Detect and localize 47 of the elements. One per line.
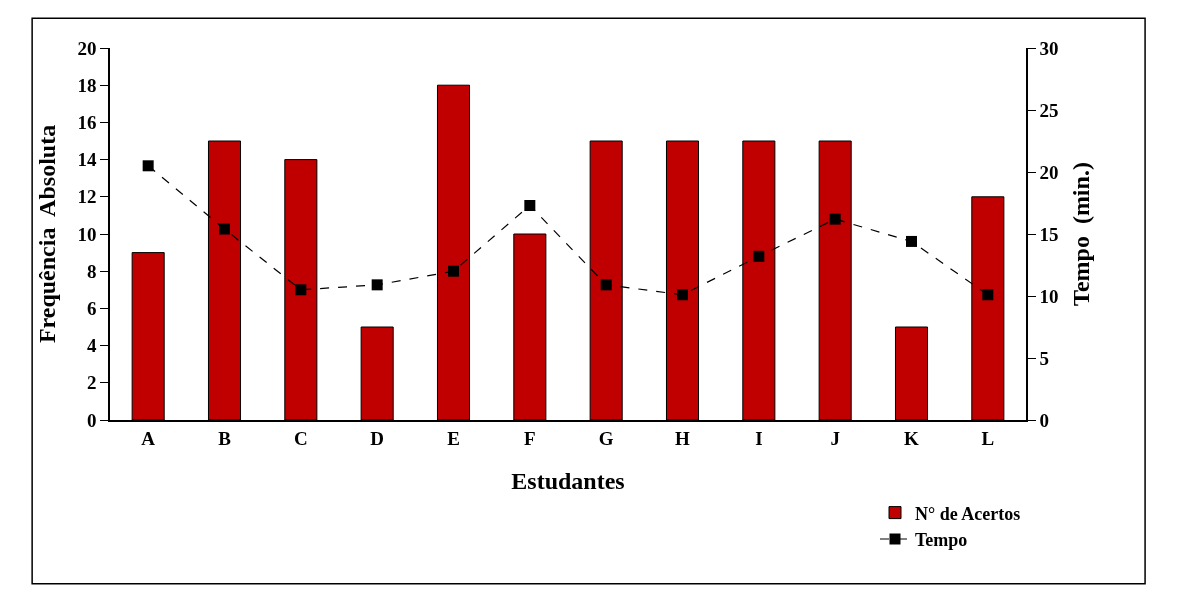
- y2-tick-label: 20: [1039, 161, 1059, 183]
- x-tick-label: F: [524, 427, 536, 449]
- x-tick-label: C: [293, 427, 308, 449]
- point: [982, 289, 994, 301]
- x-tick-label: G: [598, 427, 614, 449]
- legend-label: N° de Acertos: [915, 503, 1021, 524]
- y2-tick-label: 25: [1039, 99, 1059, 121]
- x-tick-label: H: [675, 427, 691, 449]
- y-tick-label: 10: [77, 223, 97, 245]
- point: [906, 235, 917, 247]
- y-tick-label: 20: [77, 37, 97, 59]
- y-tick-label: 18: [77, 74, 97, 96]
- point: [677, 289, 688, 301]
- y2-tick-label: 0: [1039, 409, 1050, 431]
- y-tick-label: 2: [86, 372, 97, 394]
- x-tick-label: K: [904, 427, 920, 449]
- y-tick-label: 6: [86, 298, 97, 320]
- y-tick-label: 16: [77, 112, 97, 134]
- y2-tick-label: 15: [1039, 223, 1059, 245]
- y-tick-label: 8: [86, 260, 97, 282]
- x-tick-label: A: [141, 427, 156, 449]
- y-tick-label: 0: [86, 409, 97, 431]
- x-tick-label: B: [218, 427, 232, 449]
- y-tick-label: 4: [86, 335, 97, 357]
- y2-tick-label: 10: [1039, 285, 1059, 307]
- y-tick-label: 12: [77, 186, 97, 208]
- point: [371, 279, 383, 291]
- legend-label: Tempo: [915, 530, 968, 551]
- x-tick-label: L: [981, 427, 995, 449]
- point: [600, 279, 612, 291]
- point: [295, 284, 307, 296]
- point: [753, 250, 765, 262]
- point: [448, 265, 459, 277]
- y2-tick-label: 30: [1039, 37, 1059, 59]
- x-tick-label: J: [830, 427, 840, 449]
- x-axis-title: Estudantes: [511, 468, 625, 495]
- y2-axis-title: Tempo (min.): [1068, 162, 1095, 306]
- point: [829, 213, 841, 225]
- x-tick-label: D: [370, 427, 385, 449]
- point: [142, 160, 154, 172]
- point: [219, 223, 230, 235]
- point: [524, 199, 536, 211]
- y2-tick-label: 5: [1039, 347, 1050, 369]
- x-tick-label: E: [447, 427, 460, 449]
- x-tick-label: I: [755, 427, 763, 449]
- y-axis-title: Frequência Absoluta: [34, 124, 61, 344]
- y-tick-label: 14: [77, 149, 97, 171]
